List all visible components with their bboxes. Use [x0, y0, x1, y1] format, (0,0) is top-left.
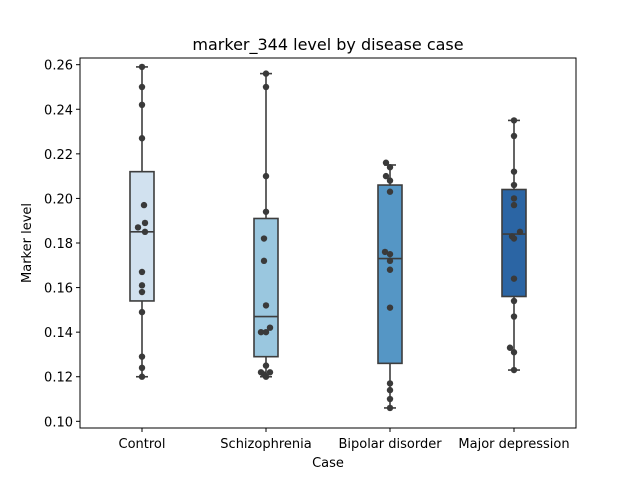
- data-point: [510, 313, 518, 320]
- data-point: [386, 404, 394, 412]
- data-point: [141, 228, 149, 236]
- data-point: [266, 324, 274, 331]
- point-group: [134, 63, 149, 380]
- data-point: [510, 235, 518, 242]
- data-point: [134, 224, 142, 231]
- data-point: [262, 83, 270, 91]
- box-group: [253, 72, 279, 378]
- data-point: [516, 228, 524, 236]
- data-point: [510, 349, 518, 356]
- data-point: [386, 395, 394, 403]
- data-point: [138, 135, 146, 142]
- x-axis-label: Case: [312, 456, 344, 471]
- data-point: [138, 373, 146, 380]
- y-tick-label: 0.16: [44, 282, 73, 297]
- data-point: [386, 386, 394, 394]
- data-point: [510, 297, 518, 305]
- data-point: [262, 208, 270, 215]
- y-tick-label: 0.22: [44, 148, 73, 163]
- data-point: [138, 353, 146, 360]
- data-point: [260, 257, 268, 265]
- box-group: [129, 66, 155, 378]
- x-tick-label: Bipolar disorder: [338, 437, 442, 452]
- data-point: [262, 172, 270, 180]
- x-tick-label: Schizophrenia: [220, 437, 311, 452]
- data-point: [138, 268, 146, 276]
- data-point: [510, 181, 518, 189]
- y-axis-label: Marker level: [20, 203, 35, 283]
- x-tick-label: Major depression: [458, 437, 569, 452]
- chart-title: marker_344 level by disease case: [192, 35, 463, 55]
- y-tick-label: 0.18: [44, 237, 73, 252]
- data-point: [262, 373, 270, 380]
- y-axis: 0.10 0.12 0.14 0.16 0.18 0.20 0.22 0.24 0.26: [44, 59, 80, 430]
- data-point: [138, 288, 146, 296]
- data-point: [138, 63, 146, 71]
- plot-area: [129, 63, 527, 412]
- data-point: [510, 366, 518, 374]
- x-tick-label: Control: [119, 437, 166, 452]
- data-point: [510, 195, 518, 202]
- data-point: [266, 369, 274, 376]
- data-point: [386, 266, 394, 273]
- box: [377, 184, 403, 365]
- y-tick-label: 0.10: [44, 415, 73, 430]
- data-point: [257, 328, 265, 336]
- y-tick-label: 0.12: [44, 371, 73, 386]
- data-point: [382, 159, 390, 166]
- point-group: [506, 117, 524, 374]
- data-point: [386, 257, 394, 265]
- data-point: [510, 117, 518, 124]
- data-point: [386, 380, 394, 387]
- data-point: [138, 101, 146, 109]
- plot-frame: [79, 57, 577, 429]
- data-point: [386, 250, 394, 258]
- data-point: [262, 70, 270, 77]
- data-point: [262, 362, 270, 369]
- box: [129, 170, 155, 302]
- data-point: [260, 235, 268, 242]
- point-group: [381, 159, 394, 412]
- data-point: [510, 168, 518, 175]
- data-point: [262, 328, 270, 336]
- data-point: [381, 248, 389, 256]
- data-point: [386, 304, 394, 311]
- data-point: [262, 302, 270, 309]
- y-tick-label: 0.24: [44, 103, 73, 118]
- data-point: [386, 164, 394, 171]
- data-point: [386, 177, 394, 184]
- data-point: [382, 172, 390, 180]
- box-group: [501, 119, 527, 371]
- data-point: [506, 344, 514, 351]
- point-group: [257, 70, 274, 380]
- x-axis: Control Schizophrenia Bipolar disorder Majo…: [119, 428, 570, 452]
- data-point: [141, 219, 149, 227]
- y-tick-label: 0.20: [44, 192, 73, 207]
- data-point: [510, 275, 518, 282]
- data-point: [510, 132, 518, 140]
- data-point: [138, 364, 146, 372]
- y-tick-label: 0.26: [44, 59, 73, 74]
- data-point: [138, 308, 146, 316]
- data-point: [140, 201, 148, 209]
- y-tick-label: 0.14: [44, 326, 73, 341]
- data-point: [510, 201, 518, 209]
- data-point: [386, 188, 394, 195]
- data-point: [138, 282, 146, 289]
- data-point: [138, 83, 146, 91]
- box-group: [377, 164, 403, 409]
